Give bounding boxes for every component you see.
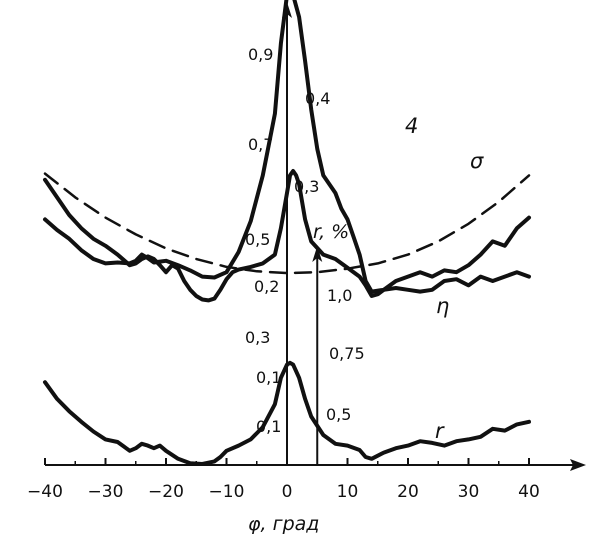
- r-axis-arrowhead: [312, 246, 323, 262]
- x-tick-label: −10: [209, 482, 245, 502]
- x-tick-label: 20: [397, 482, 419, 502]
- series-label-dashed: 4: [405, 114, 418, 138]
- labels-layer: φ, град r, % 0,9 0,7 0,4 0,3 0,5 0,3 0,2…: [245, 45, 484, 535]
- series-label-eta: η: [436, 294, 449, 318]
- series-line-sigma: [43, 169, 531, 303]
- r-axis-title: r, %: [313, 221, 349, 243]
- eta-right-label-high: 0,2: [254, 277, 279, 296]
- series-line-eta: [43, 360, 531, 466]
- r-axis-label-low: 0,5: [326, 405, 351, 424]
- eta-left-label-high: 0,5: [245, 230, 270, 249]
- sigma-right-label-low: 0,3: [294, 177, 319, 196]
- sigma-left-label-high: 0,9: [248, 45, 273, 64]
- y-axis-arrowhead: [282, 2, 292, 18]
- sigma-right-label-high: 0,4: [305, 89, 330, 108]
- series-line-r: [43, 0, 531, 294]
- x-tick-label: 40: [518, 482, 540, 502]
- series-label-r: r: [435, 419, 445, 443]
- r-axis-label-mid: 0,75: [329, 344, 365, 363]
- x-tick-label: −30: [88, 482, 124, 502]
- x-tick-label: −40: [27, 482, 63, 502]
- x-tick-label: −20: [148, 482, 184, 502]
- x-tick-label: 30: [458, 482, 480, 502]
- x-tick-label: 10: [337, 482, 359, 502]
- sigma-left-label-low: 0,7: [248, 135, 273, 154]
- x-tick-label: 0: [282, 482, 293, 502]
- r-left-label: 0,1: [256, 417, 281, 436]
- x-axis-arrowhead: [570, 459, 586, 471]
- eta-right-label-low: 0,1: [256, 368, 281, 387]
- r-axis-label-top: 1,0: [327, 286, 352, 305]
- eta-left-label-low: 0,3: [245, 328, 270, 347]
- series-label-sigma: σ: [470, 149, 484, 173]
- x-axis-title: φ, град: [248, 513, 319, 535]
- axes-layer: −40 −30 −20 −10 0 10 20 30 40: [27, 2, 586, 502]
